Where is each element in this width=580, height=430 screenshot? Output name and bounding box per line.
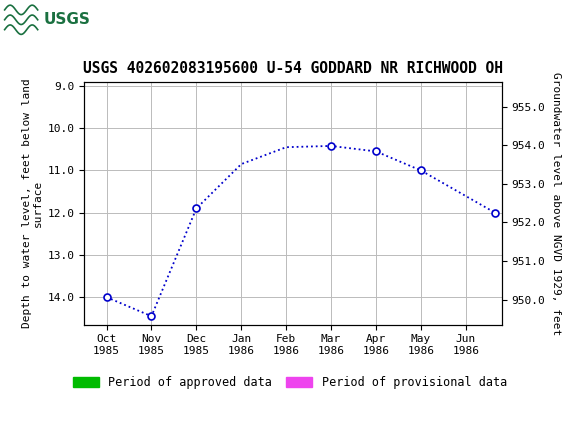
Text: USGS: USGS (44, 12, 90, 27)
Y-axis label: Depth to water level, feet below land
surface: Depth to water level, feet below land su… (21, 78, 44, 328)
Legend: Period of approved data, Period of provisional data: Period of approved data, Period of provi… (68, 372, 512, 394)
Y-axis label: Groundwater level above NGVD 1929, feet: Groundwater level above NGVD 1929, feet (551, 71, 561, 335)
FancyBboxPatch shape (3, 2, 78, 37)
Title: USGS 402602083195600 U-54 GODDARD NR RICHWOOD OH: USGS 402602083195600 U-54 GODDARD NR RIC… (83, 61, 503, 77)
